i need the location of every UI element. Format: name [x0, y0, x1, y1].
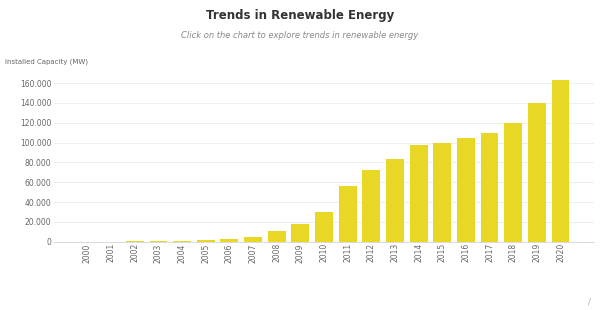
Bar [505, 123, 522, 242]
Bar [220, 239, 238, 242]
Bar [292, 224, 309, 242]
Bar [268, 231, 286, 242]
Bar [244, 237, 262, 242]
Bar [386, 159, 404, 242]
Text: Installed Capacity (MW): Installed Capacity (MW) [5, 58, 88, 65]
Bar [457, 138, 475, 242]
Bar [149, 241, 167, 242]
Bar [173, 241, 191, 242]
Bar [126, 241, 143, 242]
Bar [197, 240, 215, 242]
Text: /: / [588, 298, 591, 307]
Text: Trends in Renewable Energy: Trends in Renewable Energy [206, 9, 394, 22]
Bar [433, 143, 451, 242]
Bar [552, 80, 569, 242]
Bar [315, 212, 333, 242]
Text: Click on the chart to explore trends in renewable energy: Click on the chart to explore trends in … [181, 31, 419, 40]
Bar [481, 133, 499, 242]
Bar [362, 170, 380, 242]
Bar [339, 186, 356, 242]
Bar [410, 144, 428, 242]
Bar [528, 103, 546, 242]
